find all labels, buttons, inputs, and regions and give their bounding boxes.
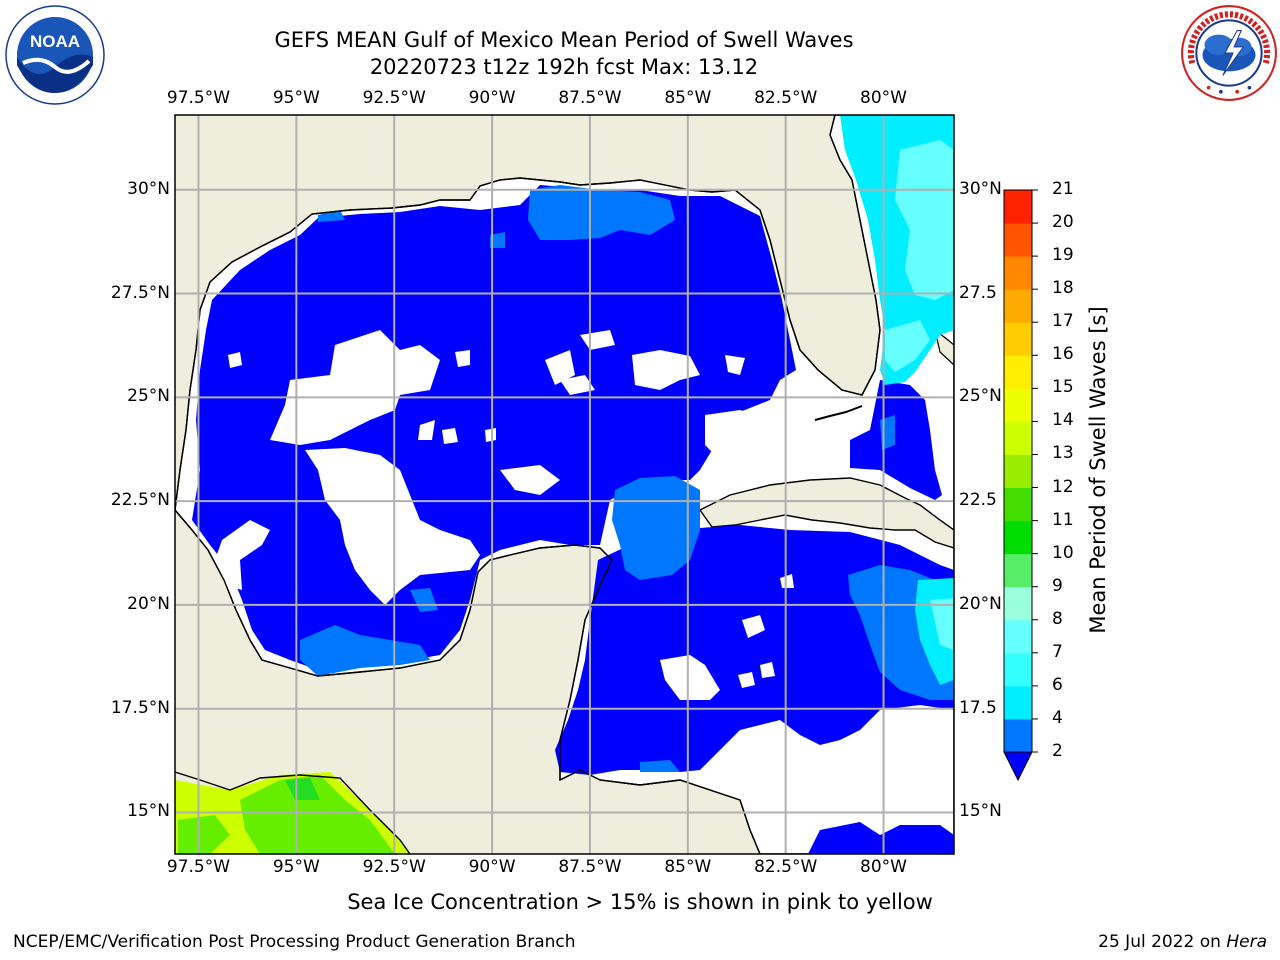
florida-keys [814,405,863,421]
colorbar-bin [1004,553,1032,588]
lat-label-right: 17.5 [959,697,997,718]
lat-label-left: 30°N [127,178,170,199]
lon-label-bottom: 92.5°W [362,857,426,877]
lat-label-right: 27.5 [959,282,997,303]
graticule [175,115,954,854]
colorbar-tick-label: 12 [1052,476,1074,497]
lon-label-top: 87.5°W [558,88,622,108]
colorbar-tick-label: 20 [1052,212,1074,233]
noaa-logo-text: NOAA [30,32,80,51]
swell-field-pacific-darkgreen [285,778,320,800]
sea-ice-note: Sea Ice Concentration > 15% is shown in … [347,890,933,914]
colorbar-bin [1004,520,1032,555]
lon-label-top: 97.5°W [166,88,231,108]
coastline [175,115,881,854]
colorbar-extend-arrow [1003,751,1033,782]
lon-label-bottom: 80°W [860,857,908,877]
map-frame [174,114,955,855]
colorbar-label: Mean Period of Swell Waves [s] [1086,306,1110,634]
footer-date: 25 Jul 2022 on Hera [1098,932,1267,952]
lat-label-left: 17.5°N [110,697,170,718]
colorbar-bin [1004,685,1032,720]
lat-label-right: 20°N [959,593,1002,614]
colorbar-bin [1004,322,1032,356]
colorbar-tick-label: 13 [1052,443,1074,464]
chart-subtitle: 20220723 t12z 192h fcst Max: 13.12 [369,55,759,79]
colorbar-tick-label: 21 [1052,179,1074,199]
colorbar-bin [1004,652,1032,687]
lon-label-top: 95°W [272,88,320,108]
colorbar-tick-label: 19 [1052,245,1074,266]
colorbar-bin [1004,223,1032,257]
swell-field-8-9s [885,140,954,650]
footer-date-text: 25 Jul 2022 on [1098,932,1227,952]
colorbar-tick-label: 6 [1052,674,1063,695]
colorbar-tick-label: 4 [1052,707,1063,728]
lat-label-left: 20°N [127,593,170,614]
swell-field-2-4s [192,185,954,854]
colorbar-tick-label: 7 [1052,641,1063,662]
colorbar-tick-label: 2 [1052,741,1063,761]
colorbar-bin [1004,289,1032,323]
colorbar-frame [1003,189,1033,753]
colorbar-bin [1004,454,1032,489]
colorbar-bin [1004,421,1032,455]
cuba-landmass [698,477,954,549]
colorbar-bin [1004,388,1032,422]
missing-patches [215,330,794,700]
colorbar-tick-label: 14 [1052,410,1074,431]
colorbar-tick-label: 18 [1052,278,1074,299]
colorbar-tick-label: 17 [1052,311,1074,332]
lon-label-bottom: 97.5°W [166,857,231,877]
lon-label-top: 85°W [664,88,712,108]
map-area [175,115,954,854]
lat-label-right: 15°N [959,801,1002,822]
lon-label-top: 82.5°W [754,88,818,108]
colorbar-tick-label: 15 [1052,377,1074,398]
lat-label-left: 22.5°N [110,490,170,511]
colorbar-tick-label: 16 [1052,344,1074,365]
colorbar-bin [1004,718,1032,753]
colorbar-tick-label: 8 [1052,608,1063,629]
chart-title: GEFS MEAN Gulf of Mexico Mean Period of … [274,28,854,52]
lon-label-top: 80°W [860,88,908,108]
lat-label-right: 30°N [959,178,1002,199]
lon-label-bottom: 87.5°W [558,857,622,877]
colorbar-tick-label: 10 [1052,542,1074,563]
footer-host: Hera [1226,932,1267,952]
lon-label-bottom: 85°W [664,857,712,877]
lat-label-right: 22.5 [959,490,997,511]
swell-field-pacific-green [178,775,395,854]
lon-label-bottom: 95°W [272,857,320,877]
lat-label-left: 27.5°N [110,282,170,303]
colorbar-bin [1004,487,1032,522]
lat-label-right: 25°N [959,386,1002,407]
colorbar-tick-label: 9 [1052,575,1063,596]
colorbar-bin [1004,190,1032,224]
lat-label-left: 25°N [127,386,170,407]
lon-label-bottom: 90°W [468,857,516,877]
bahamas-islands [934,328,954,366]
colorbar-bin [1004,355,1032,389]
colorbar [1003,189,1038,782]
lon-label-bottom: 82.5°W [754,857,818,877]
footer-credit: NCEP/EMC/Verification Post Processing Pr… [13,932,576,952]
colorbar-bin [1004,619,1032,654]
lon-label-top: 90°W [468,88,516,108]
lon-label-top: 92.5°W [362,88,426,108]
colorbar-bin [1004,256,1032,290]
colorbar-bin [1004,586,1032,621]
noaa-logo: NOAA [5,5,105,105]
lat-label-left: 15°N [127,801,170,822]
colorbar-tick-label: 11 [1052,509,1074,530]
nws-logo [1180,4,1278,102]
